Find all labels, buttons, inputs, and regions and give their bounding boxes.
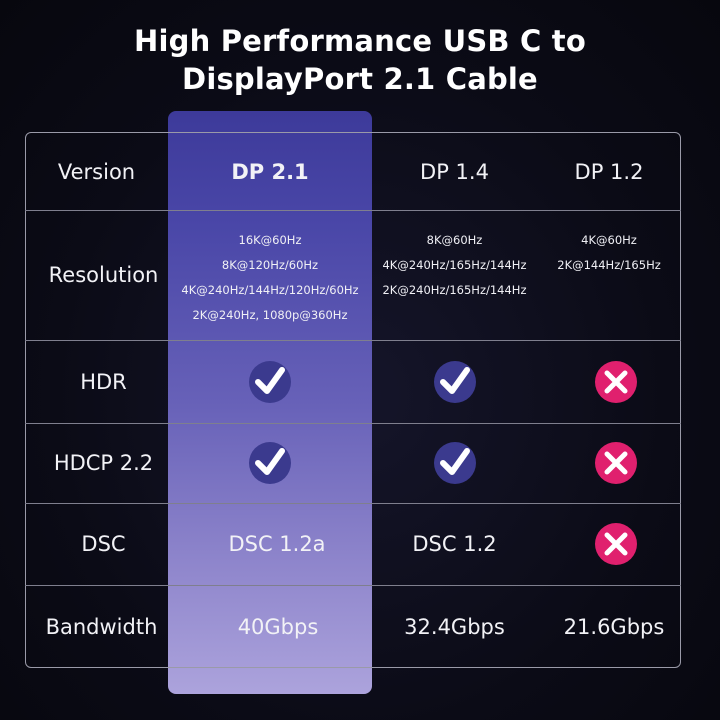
- comparison-table: [25, 132, 681, 668]
- resolution-dp21: 16K@60Hz 8K@120Hz/60Hz 4K@240Hz/144Hz/12…: [168, 210, 372, 340]
- dsc-dp12: [537, 503, 694, 585]
- header-version: Version: [57, 159, 136, 184]
- cross-icon: [594, 442, 637, 484]
- hdr-dp12: [537, 340, 694, 423]
- resolution-item: 4K@60Hz: [581, 233, 637, 247]
- header-dp21: DP 2.1: [231, 159, 309, 184]
- title-line-2: DisplayPort 2.1 Cable: [182, 62, 538, 96]
- row-label-hdr: HDR: [80, 369, 127, 394]
- row-divider: [25, 340, 681, 341]
- dsc-dp14: DSC 1.2: [412, 532, 497, 556]
- hdcp-dp21: [168, 423, 372, 503]
- resolution-item: 8K@60Hz: [426, 233, 483, 247]
- resolution-item: 8K@120Hz/60Hz: [221, 258, 319, 272]
- page-title: High Performance USB C to DisplayPort 2.…: [0, 22, 720, 98]
- cross-icon: [594, 523, 637, 565]
- bandwidth-dp14: 32.4Gbps: [404, 614, 505, 639]
- row-divider: [25, 423, 681, 424]
- hdr-dp21: [168, 340, 372, 423]
- resolution-item: 2K@144Hz/165Hz: [557, 258, 661, 272]
- row-label-resolution: Resolution: [48, 263, 159, 287]
- hdcp-dp12: [537, 423, 694, 503]
- dsc-dp21: DSC 1.2a: [228, 532, 326, 556]
- resolution-item: 16K@60Hz: [238, 233, 302, 247]
- bandwidth-dp21: 40Gbps: [237, 614, 319, 639]
- header-dp14: DP 1.4: [420, 159, 489, 184]
- row-label-bandwidth: Bandwidth: [45, 614, 158, 639]
- resolution-dp12: 4K@60Hz 2K@144Hz/165Hz: [537, 210, 681, 340]
- cross-icon: [594, 360, 637, 403]
- check-icon: [249, 442, 291, 484]
- hdr-dp14: [372, 340, 537, 423]
- resolution-item: 4K@240Hz/165Hz/144Hz: [382, 258, 527, 272]
- check-icon: [433, 442, 476, 484]
- bandwidth-dp12: 21.6Gbps: [563, 614, 665, 639]
- resolution-item: 2K@240Hz, 1080p@360Hz: [192, 308, 348, 322]
- title-line-1: High Performance USB C to: [134, 24, 586, 58]
- resolution-item: 4K@240Hz/144Hz/120Hz/60Hz: [181, 283, 359, 297]
- row-label-hdcp: HDCP 2.2: [53, 451, 154, 475]
- row-divider: [25, 210, 681, 211]
- row-label-dsc: DSC: [81, 532, 126, 556]
- hdcp-dp14: [372, 423, 537, 503]
- header-dp12: DP 1.2: [574, 159, 644, 184]
- check-icon: [249, 360, 291, 403]
- row-divider: [25, 585, 681, 586]
- resolution-dp14: 8K@60Hz 4K@240Hz/165Hz/144Hz 2K@240Hz/16…: [372, 210, 537, 340]
- resolution-item: 2K@240Hz/165Hz/144Hz: [382, 283, 527, 297]
- check-icon: [433, 360, 476, 403]
- row-divider: [25, 503, 681, 504]
